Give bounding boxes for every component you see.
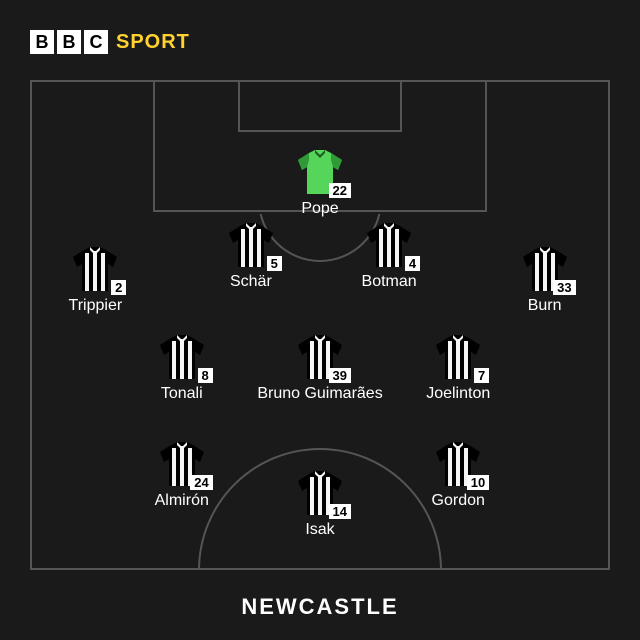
shirt-number: 33 (553, 280, 575, 295)
kit-icon: 24 (157, 442, 207, 486)
kit-icon: 7 (433, 335, 483, 379)
bbc-blocks: BBC (30, 30, 108, 54)
kit-icon: 2 (70, 247, 120, 291)
bbc-block: C (84, 30, 108, 54)
player-name: Almirón (155, 492, 209, 510)
shirt-number: 22 (329, 183, 351, 198)
kit-icon: 14 (295, 471, 345, 515)
shirt-number: 4 (405, 256, 420, 271)
player-name: Botman (362, 273, 417, 291)
shirt-number: 5 (267, 256, 282, 271)
player-name: Joelinton (426, 385, 490, 403)
kit-icon: 39 (295, 335, 345, 379)
kit-icon: 10 (433, 442, 483, 486)
kit-icon: 8 (157, 335, 207, 379)
shirt-number: 10 (467, 475, 489, 490)
player-pope: 22 Pope (265, 150, 375, 218)
player-bruno: 39 Bruno Guimarães (265, 335, 375, 403)
bbc-sport-logo: BBC SPORT (30, 30, 190, 54)
player-name: Bruno Guimarães (257, 385, 382, 403)
player-isak: 14 Isak (265, 471, 375, 539)
kit-icon: 33 (520, 247, 570, 291)
shirt-number: 8 (198, 368, 213, 383)
player-tonali: 8 Tonali (127, 335, 237, 403)
player-botman: 4 Botman (334, 223, 444, 291)
shirt-number: 39 (329, 368, 351, 383)
six-yard-box (238, 80, 402, 132)
kit-icon: 5 (226, 223, 276, 267)
shirt-number: 14 (329, 504, 351, 519)
player-burn: 33 Burn (490, 247, 600, 315)
pitch-outline: 22 Pope 5 Schär 4 Botman 2 (30, 80, 610, 570)
team-name: NEWCASTLE (0, 594, 640, 620)
player-name: Burn (528, 297, 562, 315)
player-name: Pope (301, 200, 338, 218)
player-trippier: 2 Trippier (40, 247, 150, 315)
kit-icon: 22 (295, 150, 345, 194)
player-name: Tonali (161, 385, 203, 403)
sport-wordmark: SPORT (116, 31, 190, 54)
player-name: Schär (230, 273, 272, 291)
player-schar: 5 Schär (196, 223, 306, 291)
player-name: Gordon (432, 492, 485, 510)
shirt-number: 7 (474, 368, 489, 383)
lineup-graphic: BBC SPORT 22 Pope 5 Schär (0, 0, 640, 640)
bbc-block: B (57, 30, 81, 54)
player-almiron: 24 Almirón (127, 442, 237, 510)
kit-icon: 4 (364, 223, 414, 267)
player-gordon: 10 Gordon (403, 442, 513, 510)
shirt-number: 24 (190, 475, 212, 490)
player-name: Isak (305, 521, 334, 539)
player-name: Trippier (69, 297, 123, 315)
shirt-number: 2 (111, 280, 126, 295)
player-joelinton: 7 Joelinton (403, 335, 513, 403)
bbc-block: B (30, 30, 54, 54)
